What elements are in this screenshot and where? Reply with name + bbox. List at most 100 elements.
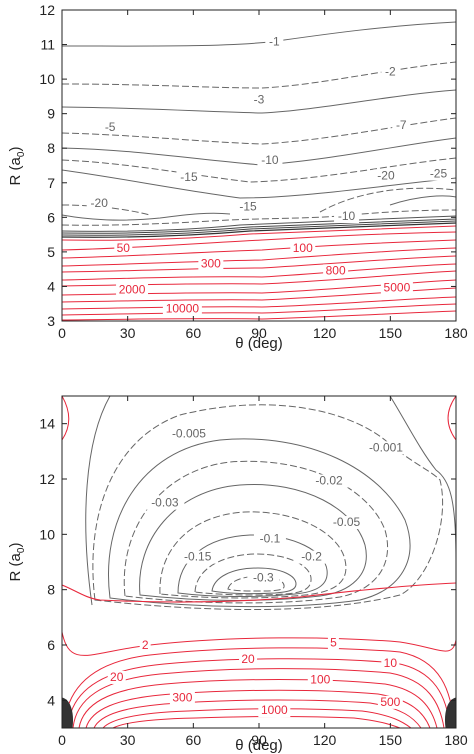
contour-label: 10000 (166, 301, 200, 315)
contour-label-bg (377, 695, 403, 709)
contour-label: -0.15 (184, 550, 212, 564)
contour-label-bg (257, 153, 283, 167)
contour-neg-20 (62, 187, 456, 216)
x-tick-label: 180 (444, 732, 468, 748)
contour-pos-c (62, 263, 456, 281)
contour-label-bg (392, 119, 411, 133)
x-tick-label: 150 (379, 325, 403, 341)
contour-label: 100 (310, 673, 330, 687)
contour-label-bg (178, 550, 218, 564)
contour-label: 2 (142, 638, 149, 652)
x-tick-label: 30 (120, 732, 136, 748)
contour-label-bg (290, 241, 316, 255)
contour-label: 5 (330, 635, 337, 649)
contour-label: -3 (254, 92, 265, 106)
x-tick-label: 30 (120, 325, 136, 341)
contour-label: -0.02 (315, 474, 343, 488)
contour-label-bg (309, 474, 349, 488)
corner-region-left (62, 697, 73, 728)
contour-neg-20b (62, 212, 231, 221)
contour-label-bg (381, 65, 400, 79)
contour-label-bg (323, 264, 349, 278)
contour-neg-dense-2 (62, 220, 456, 236)
contour-lines-top (62, 21, 456, 321)
contour-label: 800 (326, 263, 346, 277)
contour-label: 5000 (384, 281, 411, 295)
contour-label: 20 (241, 652, 255, 666)
contour-label-bg (253, 532, 286, 546)
contour-label: -20 (91, 196, 109, 210)
contour-label: 300 (172, 691, 192, 705)
contour-label: -15 (239, 199, 257, 213)
contour-label: -10 (261, 153, 279, 167)
contour-label-bg (362, 441, 409, 455)
contour-label-bg (327, 636, 339, 650)
contour-pos-10 (67, 658, 451, 728)
y-tick-label: 7 (47, 175, 55, 191)
contour-label-bg (327, 516, 367, 530)
x-axis-label-bottom: θ (deg) (235, 737, 283, 754)
contour-zero-left (62, 396, 70, 441)
contour-label: -7 (396, 118, 407, 132)
contour-label-bg (380, 281, 413, 295)
contour-neg-2 (62, 61, 456, 89)
contour-label-bg (116, 283, 149, 297)
contour-neg-0.15 (177, 534, 328, 598)
contour-neg-0.03 (123, 460, 389, 604)
contour-label-bg (265, 35, 284, 49)
contour-label-bg (114, 241, 133, 255)
contour-label: -5 (105, 120, 116, 134)
x-tick-label: 180 (444, 325, 468, 341)
contour-label-bg (381, 657, 400, 671)
y-tick-label: 10 (39, 526, 55, 542)
contour-label: -20 (377, 168, 395, 182)
contour-label-bg (247, 571, 280, 585)
y-tick-label: 5 (47, 244, 55, 260)
contour-label-bg (101, 120, 120, 134)
contour-neg-10 (62, 157, 456, 183)
contour-label: 500 (380, 695, 400, 709)
contour-pos-2 (62, 630, 456, 656)
contour-label: 2000 (119, 282, 146, 296)
contour-label-bg (295, 550, 328, 564)
contour-neg-dense-1 (62, 218, 456, 234)
contour-pos-100 (85, 689, 431, 728)
contour-label: -25 (430, 167, 448, 181)
contour-label-bg (334, 210, 360, 224)
y-tick-label: 10 (39, 71, 55, 87)
y-tick-label: 12 (39, 2, 55, 18)
contour-label-bg (373, 169, 399, 183)
y-tick-label: 8 (47, 582, 55, 598)
x-tick-label: 60 (186, 325, 202, 341)
contour-label: 100 (293, 241, 313, 255)
x-tick-label: 150 (379, 732, 403, 748)
x-axis-label-top: θ (deg) (235, 335, 283, 352)
contour-pos-50 (62, 225, 456, 241)
contour-label-bg (176, 171, 202, 185)
contour-label: -0.05 (333, 515, 361, 529)
contour-neg-0.25 (211, 567, 297, 595)
contour-neg-3 (62, 89, 456, 114)
contour-label: 1000 (261, 703, 288, 717)
contour-label: -0.005 (172, 427, 206, 441)
contour-label: -1 (269, 35, 280, 49)
contour-label-bg (139, 639, 151, 653)
contour-label-bg (162, 302, 202, 316)
x-tick-label: 120 (313, 732, 337, 748)
contour-neg-15b (62, 209, 456, 226)
contour-zero-right (447, 396, 456, 441)
contour-neg-0.02 (108, 438, 411, 608)
contour-neg-0.005 (92, 404, 444, 610)
ticks-top: 0 30 60 90 120 150 180 3 4 5 6 7 8 9 10 11 12 (39, 2, 467, 341)
contour-neg-5 (62, 117, 456, 145)
panel-top: 0 30 60 90 120 150 180 3 4 5 6 7 8 9 10 11 12 -1 -2 -3 -5 -7… (7, 2, 468, 352)
corner-region-right (445, 697, 456, 728)
contour-neg-0.001 (85, 396, 456, 606)
y-tick-label: 3 (47, 313, 55, 329)
contour-label: -0.1 (260, 532, 281, 546)
contour-label: -0.2 (301, 550, 322, 564)
contour-labels-top: -1 -2 -3 -5 -7 -10 -15 -20 -25 -20 -15 -10 50 100 300 8… (86, 35, 451, 316)
contour-label-bg (198, 257, 224, 271)
contour-label-bg (235, 200, 261, 214)
